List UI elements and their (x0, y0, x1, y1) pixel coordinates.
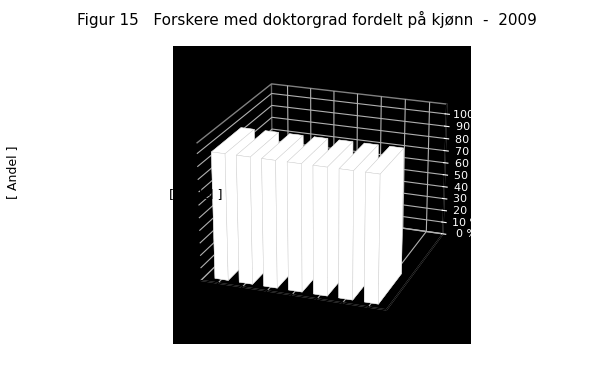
Text: Figur 15   Forskere med doktorgrad fordelt på kjønn  -  2009: Figur 15 Forskere med doktorgrad fordelt… (77, 11, 536, 29)
Text: [ Andel ]: [ Andel ] (6, 145, 19, 199)
